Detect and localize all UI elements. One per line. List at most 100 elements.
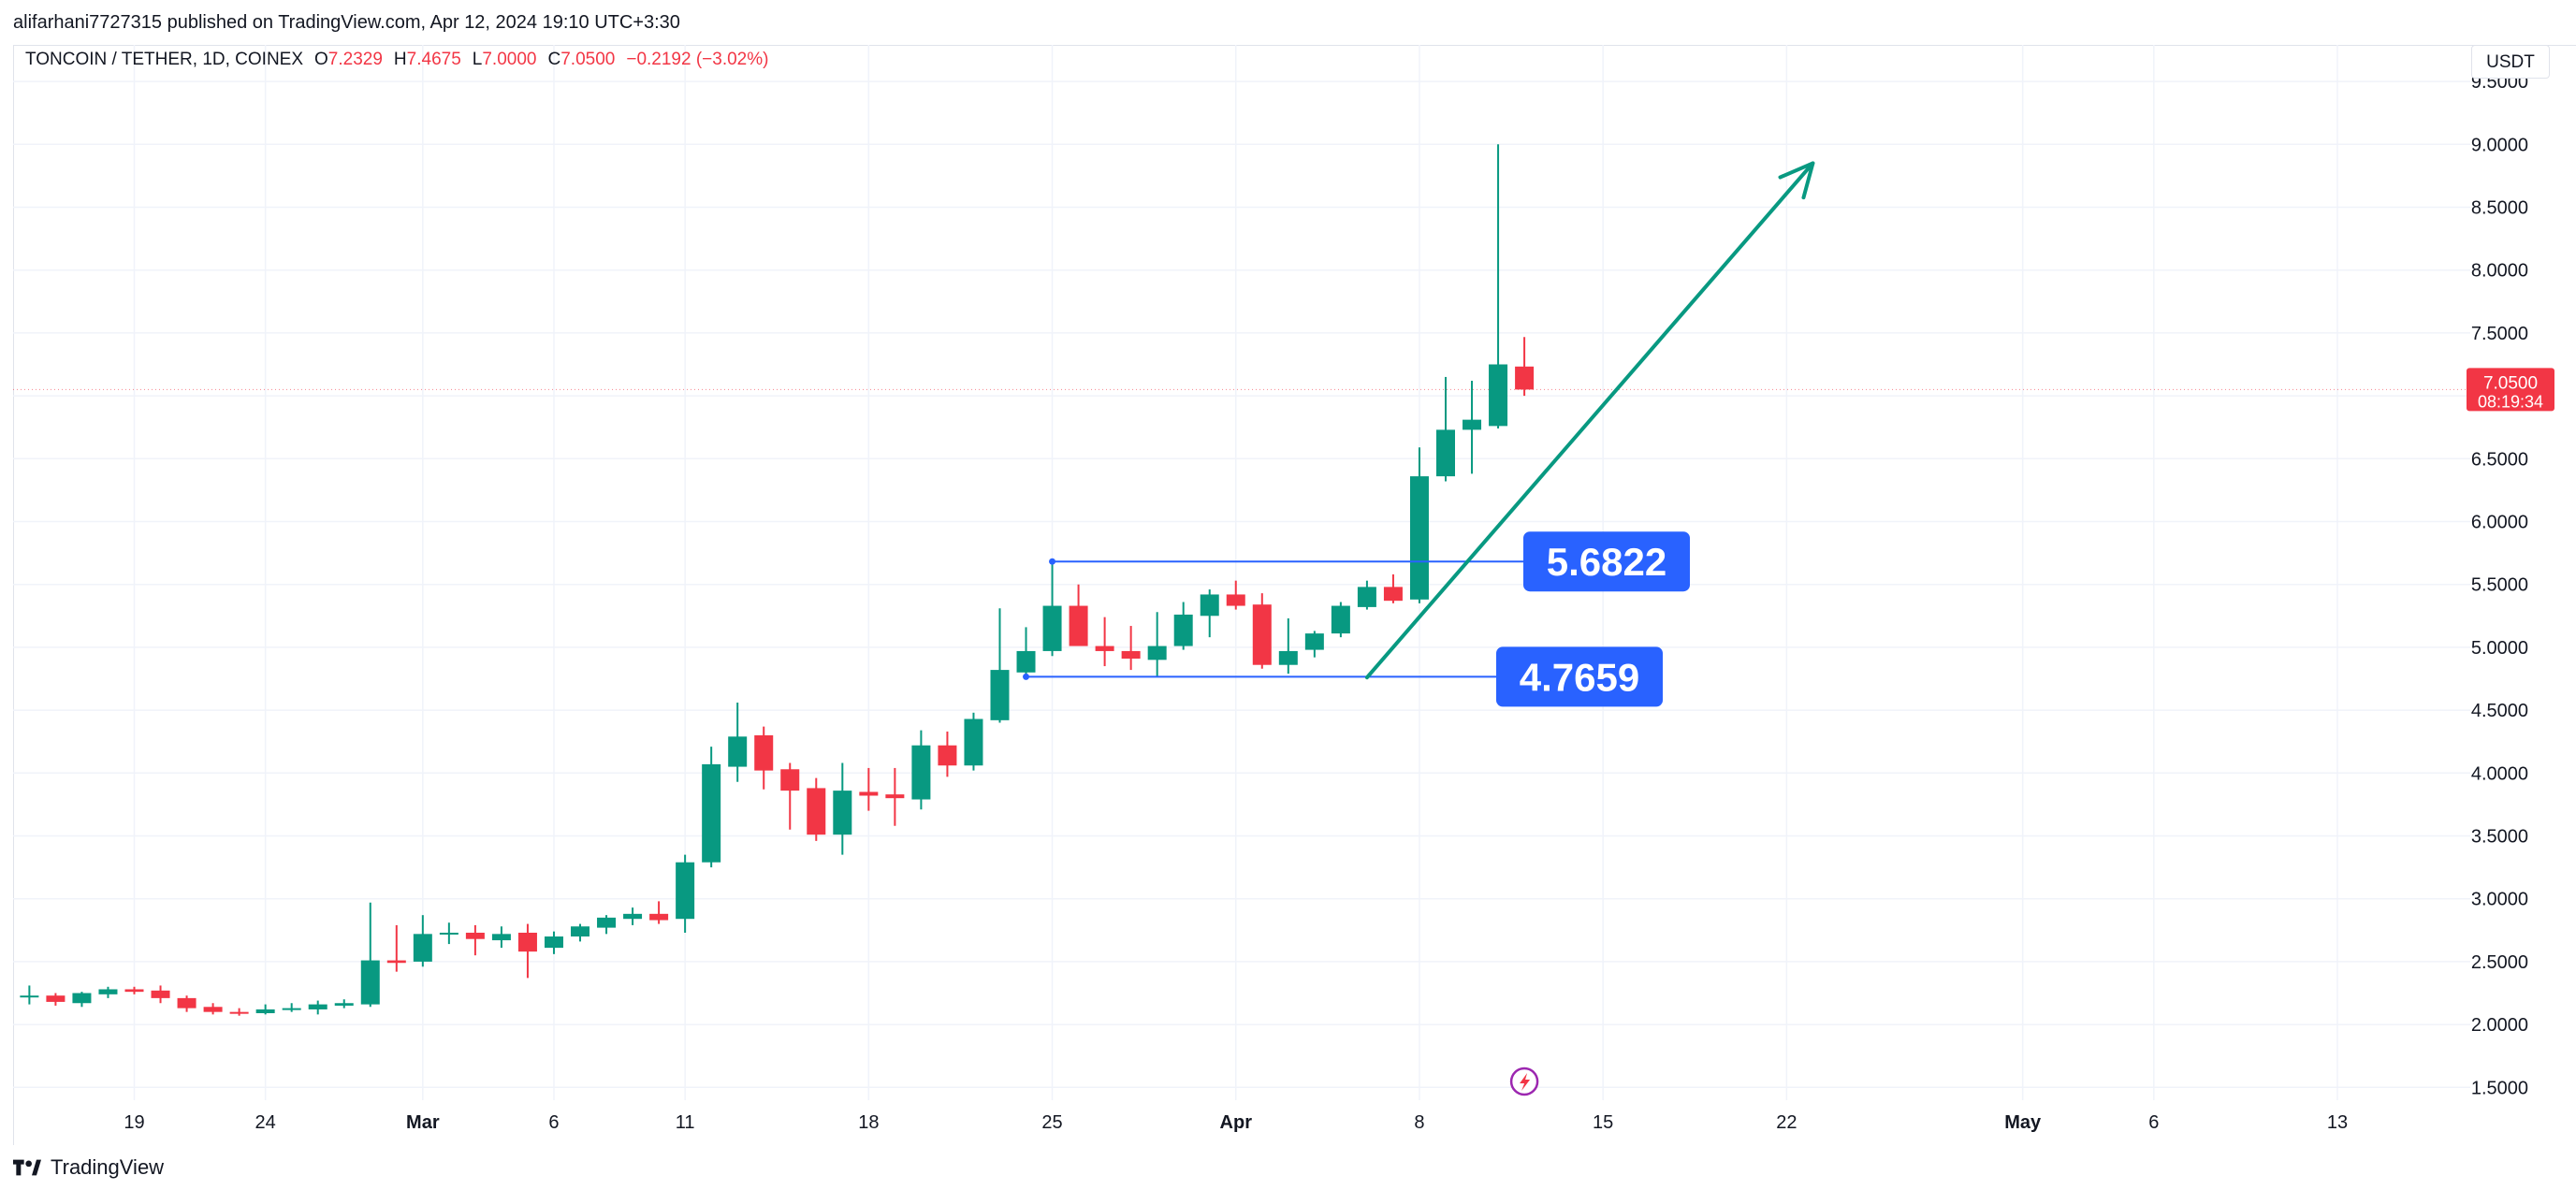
candle-body: [859, 791, 879, 796]
trend-arrow-head: [1778, 161, 1815, 200]
price-tick-label: 6.5000: [2471, 449, 2528, 470]
candle: [702, 747, 721, 868]
candle: [1436, 376, 1455, 482]
time-tick-label: Mar: [406, 1112, 440, 1133]
candle-body: [334, 1003, 354, 1006]
candle-body: [229, 1011, 249, 1014]
price-tick-label: 3.5000: [2471, 827, 2528, 848]
candle-body: [1252, 604, 1272, 665]
footer-brand-label: TradingView: [51, 1155, 165, 1179]
candle-body: [439, 932, 458, 935]
time-tick-label: 24: [255, 1112, 276, 1133]
candle: [885, 767, 905, 826]
candle: [754, 726, 774, 790]
price-tick-label: 1.5000: [2471, 1078, 2528, 1098]
candle: [517, 923, 537, 979]
candle: [413, 915, 432, 967]
candle-body: [911, 745, 931, 800]
level-anchor-dot: [1023, 673, 1030, 680]
candle-body: [754, 734, 774, 771]
candle: [1515, 337, 1535, 397]
symbol-title[interactable]: TONCOIN / TETHER, 1D, COINEX: [25, 50, 304, 69]
candle: [1357, 580, 1376, 610]
candle: [1147, 612, 1167, 676]
candle: [859, 767, 879, 811]
open-value: 7.2329: [327, 50, 383, 69]
candle-body: [1016, 650, 1036, 673]
last-price-value: 7.0500: [2483, 373, 2538, 393]
candle-body: [151, 990, 170, 998]
candle: [46, 993, 65, 1006]
candle-body: [1200, 594, 1219, 617]
candle-body: [1489, 364, 1508, 427]
candle-body: [282, 1008, 301, 1010]
time-tick-label: 6: [548, 1112, 559, 1133]
candle-body: [413, 934, 432, 962]
candle: [623, 907, 643, 925]
candle-body: [1436, 429, 1455, 477]
time-tick-label: May: [2004, 1112, 2042, 1133]
footer-brand[interactable]: TradingView: [13, 1149, 164, 1186]
time-tick-label: 11: [676, 1112, 695, 1133]
candle-body: [544, 936, 563, 949]
candle: [1463, 380, 1482, 474]
publisher-line: alifarhani7727315 published on TradingVi…: [13, 12, 680, 33]
candle: [1095, 617, 1114, 667]
candle-body: [72, 993, 92, 1004]
candle-body: [177, 997, 196, 1009]
candle-body: [885, 794, 905, 799]
candle-body: [360, 960, 380, 1005]
candle-body: [1226, 594, 1245, 606]
candle: [1304, 631, 1324, 658]
candle: [1226, 580, 1245, 610]
candle: [728, 703, 748, 782]
candle-body: [990, 670, 1010, 720]
candle: [990, 608, 1010, 723]
currency-button[interactable]: USDT: [2471, 45, 2550, 79]
candle: [964, 712, 983, 771]
candle-body: [203, 1007, 223, 1012]
candle-body: [780, 769, 800, 791]
symbol-legend: TONCOIN / TETHER, 1D, COINEX O7.2329 H7.46…: [25, 49, 779, 71]
level-anchor-dot: [1049, 558, 1056, 565]
candle: [1016, 627, 1036, 679]
candle-body: [46, 995, 65, 1002]
level-label-box: [1496, 646, 1663, 707]
price-tick-label: 8.5000: [2471, 198, 2528, 219]
candles: [20, 144, 1535, 1016]
high-label: H: [393, 50, 407, 69]
candle: [911, 730, 931, 810]
tradingview-logo-icon: [13, 1159, 41, 1176]
close-value: 7.0500: [560, 50, 616, 69]
candle: [124, 986, 144, 994]
price-tick-label: 6.0000: [2471, 513, 2528, 533]
lightning-bolt-glyph: [1520, 1073, 1531, 1091]
candle: [360, 902, 380, 1008]
candle: [807, 777, 826, 841]
candle: [386, 924, 406, 972]
open-label: O: [314, 50, 328, 69]
candle-body: [308, 1004, 327, 1009]
candle-body: [623, 913, 643, 920]
candle: [20, 985, 39, 1005]
candle: [1331, 602, 1350, 638]
price-tick-label: 5.0000: [2471, 638, 2528, 659]
candle: [491, 926, 511, 949]
event-marker: [1509, 1067, 1539, 1096]
candle: [465, 924, 485, 956]
candle-body: [571, 926, 590, 937]
candle-body: [1069, 605, 1088, 646]
candle-body: [649, 913, 669, 921]
candle: [544, 931, 563, 954]
candle-body: [1383, 587, 1403, 602]
trend-arrow-line: [1364, 161, 1815, 680]
time-tick-label: 25: [1041, 1112, 1062, 1133]
candle: [255, 1004, 275, 1015]
candle: [1383, 573, 1403, 603]
candle-body: [1147, 646, 1167, 660]
candle: [282, 1003, 301, 1012]
candle: [1069, 584, 1088, 646]
close-label: C: [547, 50, 561, 69]
